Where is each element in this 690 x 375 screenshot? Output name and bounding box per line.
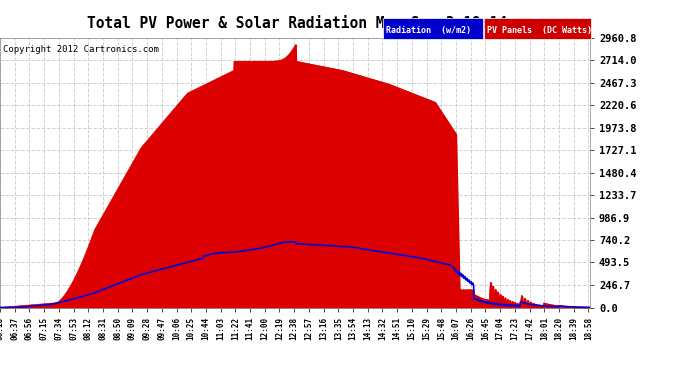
- Text: PV Panels  (DC Watts): PV Panels (DC Watts): [487, 26, 592, 35]
- Text: Radiation  (w/m2): Radiation (w/m2): [386, 26, 471, 35]
- Text: Copyright 2012 Cartronics.com: Copyright 2012 Cartronics.com: [3, 45, 159, 54]
- Text: Total PV Power & Solar Radiation Mon Sep 3 19:14: Total PV Power & Solar Radiation Mon Sep…: [87, 15, 506, 31]
